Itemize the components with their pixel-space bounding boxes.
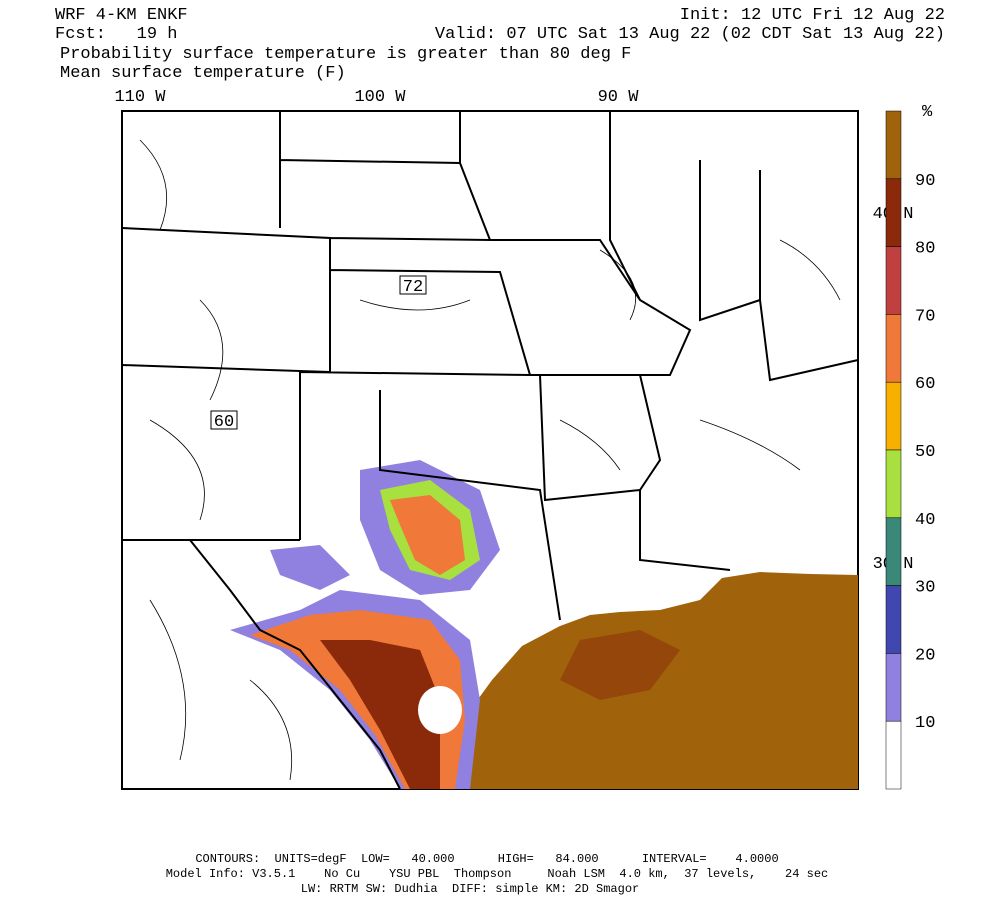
colorbar-label: 70 [915, 307, 935, 326]
colorbar: % 90 80 70 60 50 40 30 20 10 [885, 103, 935, 790]
colorbar-label: 90 [915, 172, 935, 191]
colorbar-segment [885, 585, 902, 654]
footer-physics: LW: RRTM SW: Dudhia DIFF: simple KM: 2D … [301, 882, 639, 896]
gulf-probability [466, 572, 858, 789]
contour-label-box [399, 275, 427, 295]
contour-label: 72 [403, 278, 423, 297]
colorbar-label: 40 [915, 511, 935, 530]
colorbar-label: 50 [915, 443, 935, 462]
footer-contours: CONTOURS: UNITS=degF LOW= 40.000 HIGH= 8… [195, 852, 778, 866]
lon-label: 100 W [354, 88, 406, 107]
colorbar-segment [885, 178, 902, 247]
colorbar-segment [885, 653, 902, 722]
map-area: 72 60 [121, 110, 859, 790]
colorbar-segment [885, 110, 902, 180]
texas-probability [320, 640, 440, 789]
valid-time: Valid: 07 UTC Sat 13 Aug 22 (02 CDT Sat … [435, 25, 945, 44]
model-name: WRF 4-KM ENKF [55, 6, 188, 25]
colorbar-segment [885, 449, 902, 519]
gulf-probability [560, 630, 680, 700]
footer-model-info: Model Info: V3.5.1 No Cu YSU PBL Thompso… [166, 867, 829, 881]
colorbar-unit: % [922, 103, 933, 122]
colorbar-segment [885, 720, 902, 790]
colorbar-label: 30 [915, 579, 935, 598]
colorbar-label: 20 [915, 646, 935, 665]
lon-label: 90 W [598, 88, 640, 107]
init-time: Init: 12 UTC Fri 12 Aug 22 [680, 6, 945, 25]
contour-label: 60 [214, 413, 234, 432]
contour-label-box [210, 410, 238, 430]
texas-probability [270, 545, 350, 590]
colorbar-label: 60 [915, 375, 935, 394]
colorbar-segment [885, 517, 902, 586]
texas-probability [390, 495, 465, 575]
colorbar-label: 10 [915, 714, 935, 733]
map-title: Probability surface temperature is great… [60, 45, 631, 64]
colorbar-segment [885, 314, 902, 383]
forecast-hour: Fcst: 19 h [55, 25, 177, 44]
colorbar-label: 80 [915, 240, 935, 259]
texas-probability [418, 686, 462, 734]
map-subtitle: Mean surface temperature (F) [60, 64, 346, 83]
lon-label: 110 W [114, 88, 166, 107]
colorbar-segment [885, 246, 902, 315]
colorbar-segment [885, 381, 902, 451]
